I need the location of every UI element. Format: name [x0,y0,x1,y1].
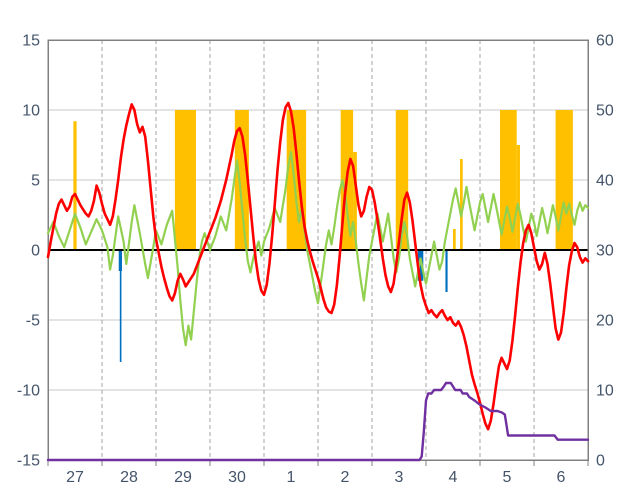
svg-text:10: 10 [596,383,614,400]
svg-text:-10: -10 [17,383,40,400]
svg-text:29: 29 [174,469,192,486]
svg-text:3: 3 [395,469,404,486]
svg-text:10: 10 [22,103,40,120]
svg-text:5: 5 [503,469,512,486]
svg-text:27: 27 [66,469,84,486]
svg-text:-5: -5 [26,313,40,330]
svg-text:40: 40 [596,173,614,190]
svg-text:4: 4 [449,469,458,486]
svg-text:20: 20 [596,313,614,330]
svg-text:5: 5 [31,173,40,190]
svg-text:1: 1 [287,469,296,486]
svg-text:0: 0 [31,243,40,260]
svg-text:0: 0 [596,453,605,470]
svg-text:30: 30 [228,469,246,486]
svg-text:28: 28 [120,469,138,486]
svg-text:15: 15 [22,33,40,50]
svg-text:-15: -15 [17,453,40,470]
svg-text:50: 50 [596,103,614,120]
svg-text:6: 6 [557,469,566,486]
svg-text:60: 60 [596,33,614,50]
svg-text:2: 2 [341,469,350,486]
svg-text:30: 30 [596,243,614,260]
